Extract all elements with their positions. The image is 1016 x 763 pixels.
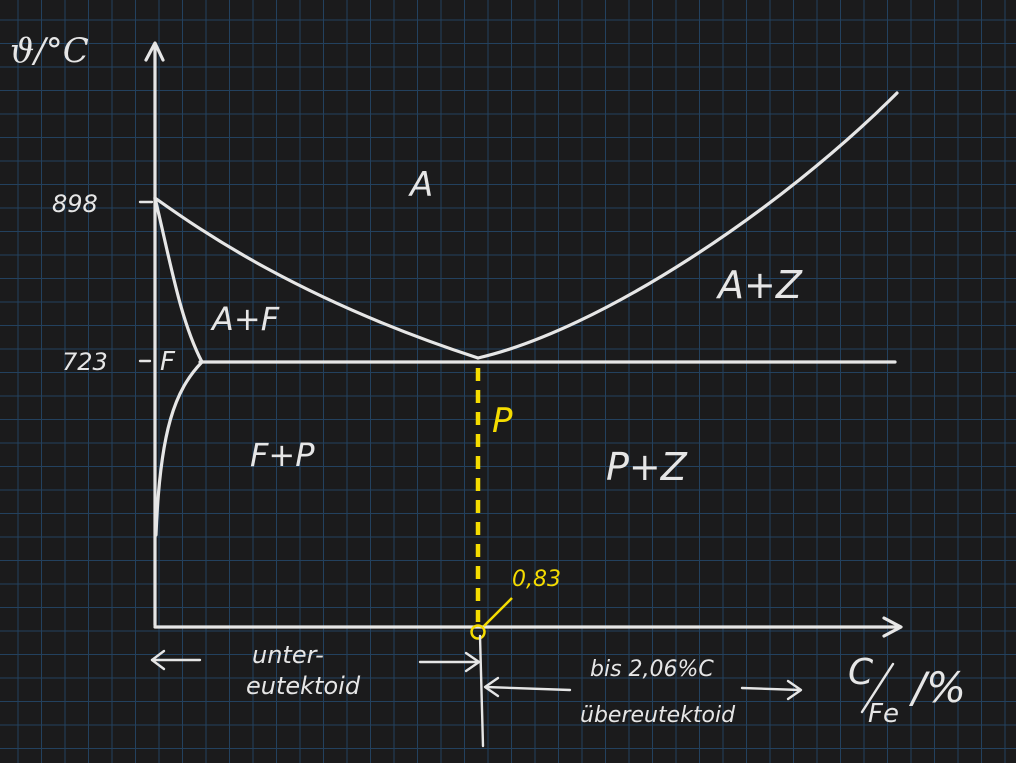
alpha-boundary-lower xyxy=(154,360,204,537)
x-label-c: C xyxy=(848,652,874,693)
x-axis-label: C Fe /% xyxy=(848,652,966,729)
hyper-label: übereutektoid xyxy=(580,703,736,728)
region-pearlite: P xyxy=(492,401,513,441)
x-label-fe: Fe xyxy=(868,699,899,729)
region-austenite-ferrite: A+F xyxy=(210,300,280,338)
tick-label-898: 898 xyxy=(52,190,98,218)
hyper-arrow-right xyxy=(740,679,803,701)
hyper-limit-label: bis 2,06%C xyxy=(590,657,714,682)
hypo-label-line1: unter- xyxy=(252,641,324,669)
region-austenite-cementite: A+Z xyxy=(715,263,803,307)
eutectoid-leader-line xyxy=(483,597,513,627)
region-ferrite-pearlite: F+P xyxy=(250,436,315,474)
hypo-label-line2: eutektoid xyxy=(246,672,361,700)
hypo-arrow-right xyxy=(418,651,481,673)
region-pearlite-cementite: P+Z xyxy=(606,445,688,489)
region-ferrite: F xyxy=(160,347,176,377)
x-axis xyxy=(153,616,903,638)
tick-label-723: 723 xyxy=(62,348,108,376)
alpha-boundary-upper xyxy=(153,196,204,364)
region-austenite: A xyxy=(408,165,433,205)
a3-line xyxy=(153,196,480,360)
hyper-arrow-left xyxy=(483,676,572,698)
y-axis xyxy=(144,41,165,627)
range-divider xyxy=(478,634,485,748)
hypo-arrow-left xyxy=(150,649,202,671)
acm-line xyxy=(476,91,899,360)
x-label-fraction-bar xyxy=(860,662,895,714)
y-axis-label: ϑ/°C xyxy=(10,31,89,71)
eutectoid-point-marker xyxy=(470,624,486,640)
eutectoid-value: 0,83 xyxy=(512,567,561,592)
x-label-unit: /% xyxy=(908,663,966,712)
